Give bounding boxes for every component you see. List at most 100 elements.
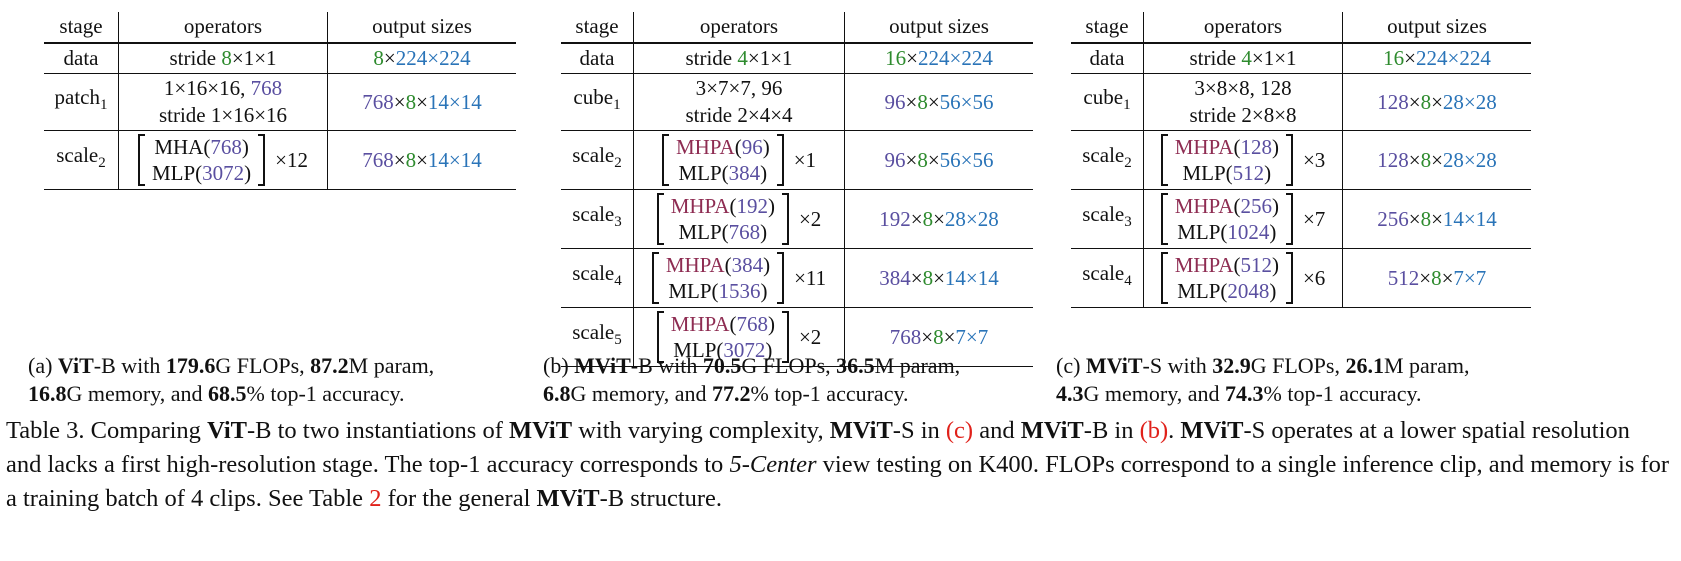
out-spatial: 14×14 <box>427 89 482 114</box>
out-sep: × <box>416 89 428 114</box>
caption-text: % top-1 accuracy. <box>246 381 405 406</box>
out-temporal: 8 <box>922 206 934 231</box>
header-output-sizes: output sizes <box>372 14 472 38</box>
table-row: patch1 1×16×16, 768 stride 1×16×16 768×8×… <box>44 73 516 131</box>
caption-text: -S in <box>892 417 946 444</box>
panel-b-table: stage operators output sizes data stride… <box>561 12 1033 367</box>
op-mhpa: MHPA <box>665 253 725 277</box>
op-channels: 3072 <box>202 161 245 185</box>
out-spatial: 7×7 <box>955 324 989 349</box>
table-caption: Table 3. Comparing ViT-B to two instanti… <box>6 414 1671 516</box>
operators-cell: MHPA(96) MLP(384) ×1 <box>633 130 845 190</box>
block-bracket: MHPA(256) MLP(1024) <box>1160 193 1293 245</box>
param-value: 36.5 <box>836 353 875 378</box>
param-value: 26.1 <box>1345 353 1384 378</box>
block-bracket: MHPA(96) MLP(384) <box>661 134 784 186</box>
memory-value: 16.8 <box>28 381 67 406</box>
caption-text: -B in <box>1083 417 1140 444</box>
op-text: MLP( <box>673 338 724 362</box>
output-cell: 96×8×56×56 <box>884 147 994 172</box>
repeat-count: ×7 <box>1302 206 1326 231</box>
op-channels: 2048 <box>1227 279 1270 303</box>
out-spatial: 14×14 <box>427 147 482 172</box>
operators-cell: MHPA(128) MLP(512) ×3 <box>1143 130 1343 190</box>
output-cell: 128×8×28×28 <box>1377 147 1497 172</box>
stage-label: scale <box>572 261 615 286</box>
op-channels: 96 <box>741 135 763 159</box>
repeat-count: ×11 <box>794 265 827 290</box>
header-stage: stage <box>561 12 634 43</box>
out-spatial: 56×56 <box>939 89 994 114</box>
operators-cell: stride 8×1×1 <box>118 43 328 74</box>
stage-cell: scale4 <box>1071 248 1144 308</box>
out-sep: × <box>393 147 406 172</box>
op-temporal: 4 <box>1241 46 1252 70</box>
table-row: cube1 3×8×8, 128 stride 2×8×8 128×8×28×28 <box>1071 73 1531 131</box>
header-output-sizes: output sizes <box>889 14 989 38</box>
out-temporal: 8 <box>405 147 417 172</box>
op-channels: 1536 <box>718 279 761 303</box>
table-row: scale4 MHPA(384) MLP(1536) ×11 384×8×14×14 <box>561 248 1033 308</box>
stage-index: 2 <box>1124 155 1132 172</box>
ref-link-c[interactable]: (c) <box>945 417 974 444</box>
out-sep: × <box>1404 46 1416 70</box>
ref-link-b[interactable]: (b) <box>1139 417 1169 444</box>
ref-link-table-2[interactable]: 2 <box>369 485 382 512</box>
header-operators: operators <box>1143 12 1343 43</box>
stage-label: cube <box>1083 85 1124 110</box>
stage-index: 3 <box>1124 214 1132 231</box>
out-temporal: 16 <box>885 46 907 70</box>
out-temporal: 8 <box>922 265 934 290</box>
caption-text: for the general <box>381 485 537 512</box>
op-text: MLP( <box>678 220 729 244</box>
out-channels: 192 <box>879 206 911 231</box>
caption-text: Table 3. Comparing <box>6 417 208 444</box>
block-bracket: MHPA(512) MLP(2048) <box>1160 252 1293 304</box>
op-text: ×1×1 <box>231 46 277 70</box>
out-channels: 768 <box>889 324 922 349</box>
out-sep: × <box>906 46 918 70</box>
out-temporal: 8 <box>1420 89 1432 114</box>
op-text: stride <box>169 46 222 70</box>
output-cell: 16×224×224 <box>1343 43 1532 74</box>
op-text: MLP( <box>668 279 719 303</box>
caption-text: -B to two instantiations of <box>247 417 509 444</box>
op-text: stride <box>1189 46 1242 70</box>
out-temporal: 8 <box>933 324 944 349</box>
caption-text: -B with <box>630 353 703 378</box>
stage-label: scale <box>1082 143 1125 168</box>
stage-cell: patch1 <box>44 73 119 131</box>
memory-value: 4.3 <box>1056 381 1084 406</box>
output-cell: 512×8×7×7 <box>1387 265 1487 290</box>
stage-index: 3 <box>614 214 622 231</box>
model-name: MViT <box>536 485 600 512</box>
out-spatial: 7×7 <box>1453 265 1487 290</box>
op-text: stride 2×4×4 <box>685 103 793 127</box>
memory-value: 6.8 <box>543 381 571 406</box>
header-stage: stage <box>44 12 119 43</box>
operators-cell: MHPA(768) MLP(3072) ×2 <box>633 307 845 367</box>
out-channels: 768 <box>362 89 394 114</box>
op-channels: 768 <box>250 76 283 100</box>
caption-text: and <box>973 417 1021 444</box>
header-row: stage operators output sizes <box>561 12 1033 43</box>
repeat-count: ×2 <box>798 324 822 349</box>
model-name: MViT <box>829 417 893 444</box>
op-channels: 96 <box>761 76 783 100</box>
block-bracket: MHPA(128) MLP(512) <box>1160 134 1293 186</box>
stage-cell: scale2 <box>561 130 634 190</box>
stage-label: patch <box>54 85 100 110</box>
table-row: data stride 8×1×1 8×224×224 <box>44 43 516 74</box>
out-temporal: 8 <box>917 89 928 114</box>
caption-c: (c) MViT-S with 32.9G FLOPs, 26.1M param… <box>1056 352 1556 408</box>
output-cell: 16×224×224 <box>845 43 1034 74</box>
op-text: 1×16×16, <box>163 76 251 100</box>
block-bracket: MHPA(768) MLP(3072) <box>656 311 789 363</box>
caption-text: M param, <box>348 353 435 378</box>
block-bracket: MHPA(384) MLP(1536) <box>651 252 785 304</box>
caption-b: (b) MViT-B with 70.5G FLOPs, 36.5M param… <box>543 352 1043 408</box>
model-name: MViT <box>1020 417 1084 444</box>
op-text: stride <box>685 46 738 70</box>
caption-text: % top-1 accuracy. <box>750 381 909 406</box>
operators-cell: 1×16×16, 768 stride 1×16×16 <box>118 73 328 131</box>
